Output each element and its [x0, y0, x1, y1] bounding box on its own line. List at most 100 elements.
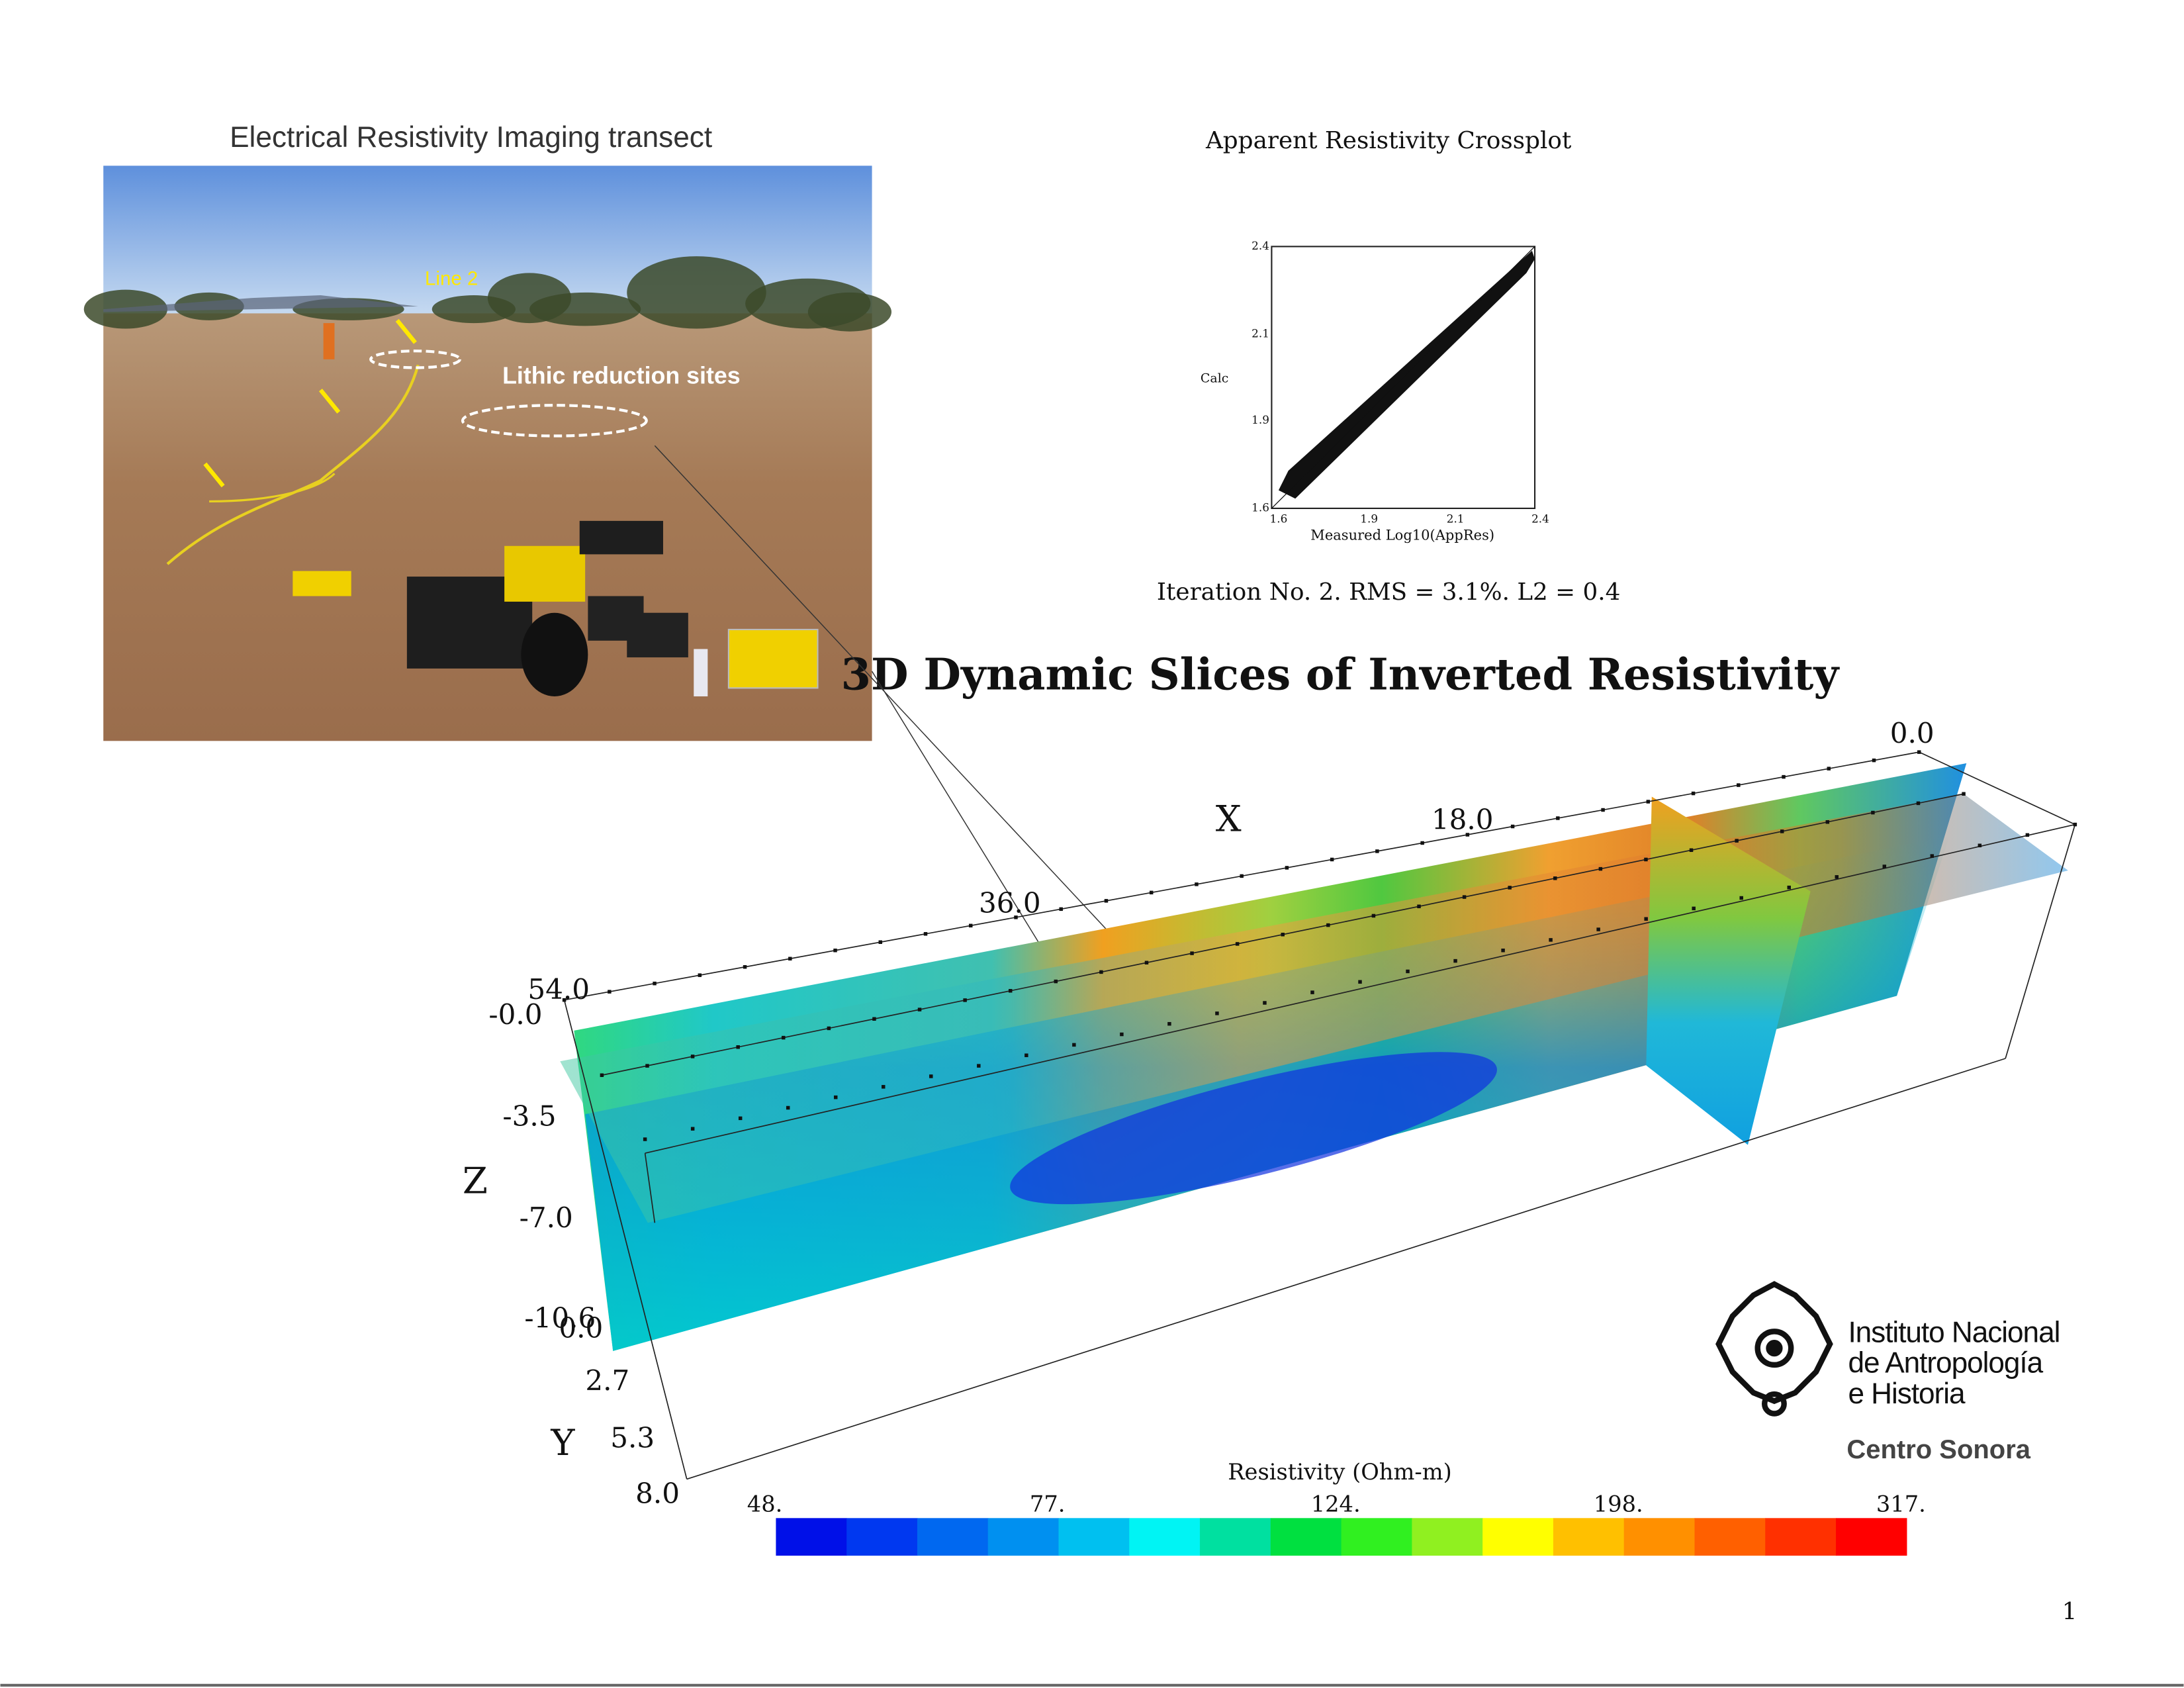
crossplot-cloud [1278, 250, 1535, 499]
electrode [1827, 767, 1831, 771]
electrode [1149, 890, 1154, 895]
colorbar-swatch [1270, 1518, 1342, 1556]
photo-annotation: Line 2 [425, 268, 478, 290]
colorbar-swatch [917, 1518, 989, 1556]
logo-mark [1715, 1281, 1833, 1417]
electrode [1739, 896, 1743, 900]
y-tick-label: 8.0 [635, 1477, 680, 1510]
photo-bag [521, 612, 588, 696]
electrode [1195, 882, 1199, 886]
electrode [738, 1116, 743, 1121]
electrode [1014, 915, 1018, 919]
colorbar-swatch [1412, 1518, 1483, 1556]
photo-title: Electrical Resistivity Imaging transect [230, 121, 712, 154]
colorbar-swatch [1200, 1518, 1271, 1556]
photo-tree [807, 292, 892, 332]
volume-edge [2005, 824, 2076, 1059]
y-tick-label: 0.0 [559, 1311, 603, 1344]
z-tick-label: -3.5 [502, 1100, 556, 1132]
crossplot-caption: Iteration No. 2. RMS = 3.1%. L2 = 0.4 [1157, 579, 1620, 606]
electrode [1167, 1021, 1171, 1026]
photo-marker [369, 350, 461, 369]
colorbar-label: 77. [1030, 1491, 1066, 1517]
crossplot-y-label: Calc [1201, 371, 1228, 385]
electrode [600, 1073, 604, 1077]
colorbar-swatch [1129, 1518, 1201, 1556]
electrode [1787, 885, 1791, 890]
electrode [1872, 758, 1876, 763]
crossplot-y-tick: 1.9 [1251, 413, 1269, 426]
electrode [786, 1105, 790, 1110]
electrode [1735, 839, 1739, 843]
electrode [1420, 841, 1424, 845]
electrode [653, 981, 657, 986]
photo-arrow [395, 318, 417, 344]
electrode [1263, 1001, 1267, 1005]
electrode [1598, 867, 1603, 871]
z-tick-label: -10.6 [524, 1302, 596, 1335]
z-tick-label: -0.0 [488, 998, 542, 1031]
photo-case [727, 628, 819, 689]
electrode [1371, 914, 1376, 918]
volume-edge [644, 1152, 656, 1223]
colorbar-label: 317. [1876, 1491, 1926, 1517]
colorbar-swatch [1836, 1518, 1907, 1556]
electrode [1882, 865, 1887, 868]
photo-case [504, 545, 586, 602]
colorbar-swatch [776, 1518, 847, 1556]
electrode [1465, 833, 1470, 837]
colorbar-swatch [1694, 1518, 1766, 1556]
colorbar-swatch [1058, 1518, 1130, 1556]
slice-low-zone [1010, 1052, 1497, 1205]
electrode [963, 998, 967, 1002]
photo-case [579, 520, 663, 555]
electrode [1330, 857, 1334, 862]
electrode [827, 1026, 831, 1031]
electrode [1215, 1011, 1219, 1015]
electrode [1556, 816, 1560, 820]
electrode [1782, 774, 1786, 779]
volume-edge [563, 1000, 688, 1479]
electrode [1059, 907, 1063, 912]
electrode [1099, 970, 1103, 974]
photo-bottle [694, 649, 708, 696]
electrode [917, 1008, 922, 1011]
electrode [1508, 886, 1512, 890]
electrode [1510, 824, 1515, 829]
electrode [1453, 959, 1457, 963]
colorbar-swatch [1341, 1518, 1413, 1556]
colorbar-label: 124. [1311, 1491, 1361, 1517]
electrode [1285, 866, 1289, 870]
photo-tree [627, 256, 766, 329]
electrode [833, 949, 837, 953]
electrode [1917, 750, 1921, 754]
electrode [1104, 899, 1109, 903]
logo-center: Centro Sonora [1846, 1435, 2030, 1464]
electrode [923, 932, 928, 936]
z-tick-label: -7.0 [520, 1201, 573, 1234]
electrode [1549, 938, 1553, 942]
electrode [1737, 783, 1741, 787]
x-tick-label: 36.0 [979, 887, 1041, 919]
electrode [1462, 895, 1467, 899]
electrode [1978, 843, 1982, 847]
photo-marker [461, 404, 648, 438]
crossplot-y-tick: 1.6 [1251, 500, 1269, 514]
electrode [1024, 1053, 1028, 1057]
y-axis-label: Y [550, 1421, 575, 1464]
crossplot-y-tick: 2.1 [1251, 326, 1269, 340]
x-tick-label: 0.0 [1890, 717, 1934, 749]
electrode [929, 1074, 933, 1078]
electrode [833, 1095, 838, 1100]
crossplot-x-tick: 1.9 [1360, 512, 1378, 525]
colorbar-swatch [1553, 1518, 1625, 1556]
electrode [1780, 829, 1784, 833]
electrode [878, 940, 883, 944]
electrode [782, 1035, 786, 1040]
electrode [1916, 801, 1921, 806]
electrode [1235, 942, 1240, 946]
electrode [1240, 874, 1244, 878]
colorbar-swatch [1623, 1518, 1696, 1556]
